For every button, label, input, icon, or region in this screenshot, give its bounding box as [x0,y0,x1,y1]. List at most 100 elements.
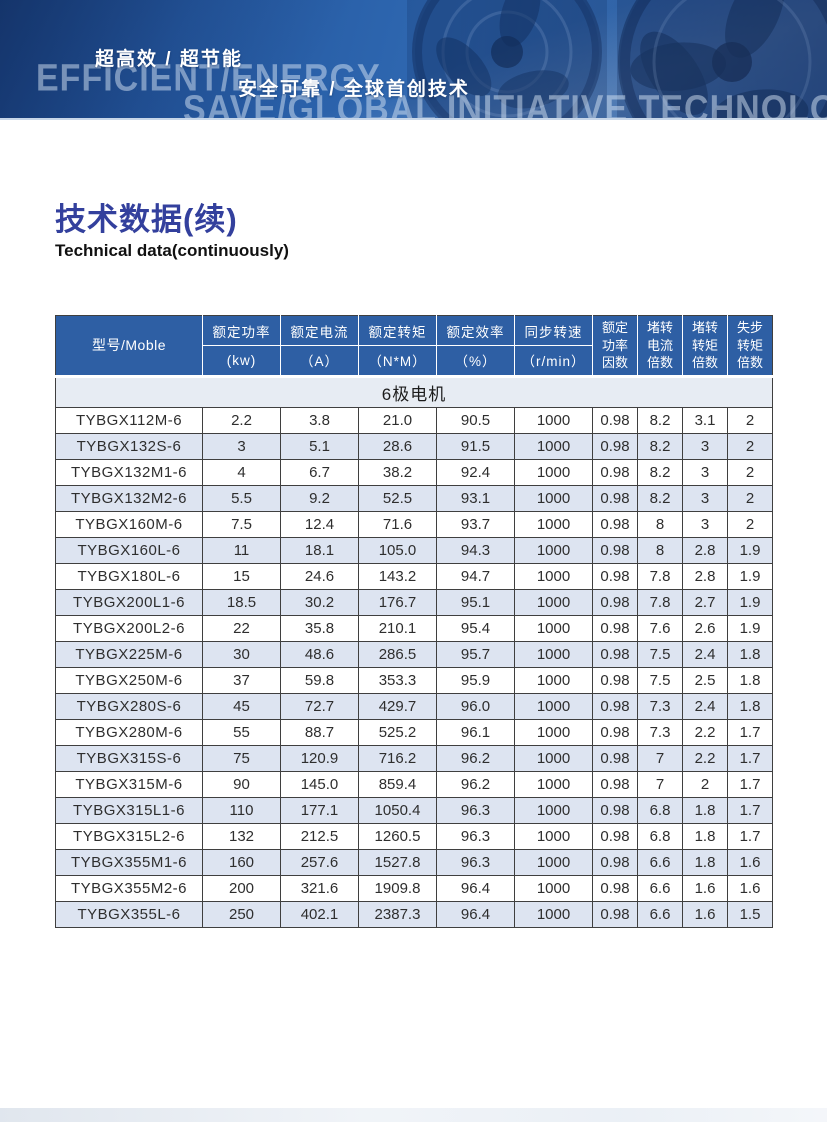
value-cell: 0.98 [592,588,638,616]
value-cell: 2.6 [682,614,728,642]
value-cell: 1.5 [727,900,773,928]
table-row: TYBGX160M-6 7.5 12.4 71.6 93.7 1000 0.98 8 3 2 [55,510,773,538]
value-cell: 1.7 [727,718,773,746]
value-cell: 1000 [514,458,593,486]
value-cell: 2.8 [682,562,728,590]
value-cell: 8.2 [637,432,683,460]
value-cell: 210.1 [358,614,437,642]
value-cell: 96.0 [436,692,515,720]
col-header-locked-current-ratio: 堵转 电流 倍数 [637,315,683,378]
value-cell: 176.7 [358,588,437,616]
value-cell: 0.98 [592,692,638,720]
value-cell: 1050.4 [358,796,437,824]
table-row: TYBGX280S-6 45 72.7 429.7 96.0 1000 0.98 7.3 2.4… [55,692,773,720]
model-cell: TYBGX225M-6 [55,640,203,668]
value-cell: 1000 [514,666,593,694]
value-cell: 15 [202,562,281,590]
value-cell: 7.5 [202,510,281,538]
value-cell: 2.4 [682,640,728,668]
value-cell: 402.1 [280,900,359,928]
value-cell: 160 [202,848,281,876]
value-cell: 1.7 [727,744,773,772]
value-cell: 7 [637,744,683,772]
value-cell: 55 [202,718,281,746]
table-row: TYBGX200L1-6 18.5 30.2 176.7 95.1 1000 0.98 7.8… [55,588,773,616]
value-cell: 93.1 [436,484,515,512]
value-cell: 1.9 [727,536,773,564]
value-cell: 2.4 [682,692,728,720]
model-cell: TYBGX200L2-6 [55,614,203,642]
value-cell: 1000 [514,432,593,460]
value-cell: 0.98 [592,822,638,850]
value-cell: 0.98 [592,640,638,668]
table-row: TYBGX355M1-6 160 257.6 1527.8 96.3 1000 0.98 6.… [55,848,773,876]
value-cell: 1000 [514,484,593,512]
col-header-rated-torque: 额定转矩 [358,314,437,347]
table-row: TYBGX315M-6 90 145.0 859.4 96.2 1000 0.98 7 2 1.7 [55,770,773,798]
table-row: TYBGX160L-6 11 18.1 105.0 94.3 1000 0.98 8 2.8 1.… [55,536,773,564]
value-cell: 1.9 [727,562,773,590]
model-cell: TYBGX200L1-6 [55,588,203,616]
value-cell: 1.9 [727,614,773,642]
model-cell: TYBGX315S-6 [55,744,203,772]
value-cell: 2 [682,770,728,798]
value-cell: 96.3 [436,796,515,824]
value-cell: 1.8 [682,796,728,824]
col-header-locked-torque-ratio: 堵转 转矩 倍数 [682,315,728,378]
model-cell: TYBGX132S-6 [55,432,203,460]
value-cell: 525.2 [358,718,437,746]
value-cell: 8 [637,536,683,564]
value-cell: 5.1 [280,432,359,460]
value-cell: 286.5 [358,640,437,668]
value-cell: 120.9 [280,744,359,772]
col-header-rated-current: 额定电流 [280,314,359,347]
value-cell: 3 [202,432,281,460]
value-cell: 132 [202,822,281,850]
unit-a: （A） [280,345,359,378]
value-cell: 2 [727,484,773,512]
value-cell: 90 [202,770,281,798]
table-row: TYBGX355M2-6 200 321.6 1909.8 96.4 1000 0.98 6.… [55,874,773,902]
value-cell: 1000 [514,562,593,590]
banner-slogan-cn-2: 安全可靠 / 全球首创技术 [238,79,470,100]
value-cell: 1000 [514,822,593,850]
value-cell: 1000 [514,640,593,668]
model-cell: TYBGX180L-6 [55,562,203,590]
value-cell: 96.3 [436,822,515,850]
value-cell: 96.2 [436,770,515,798]
value-cell: 3.8 [280,406,359,434]
value-cell: 0.98 [592,718,638,746]
footer-gradient-bar [0,1108,827,1122]
value-cell: 250 [202,900,281,928]
value-cell: 2.2 [682,718,728,746]
value-cell: 0.98 [592,458,638,486]
model-cell: TYBGX315L1-6 [55,796,203,824]
value-cell: 353.3 [358,666,437,694]
value-cell: 257.6 [280,848,359,876]
group-row-6-pole: 6极电机 [55,375,773,408]
value-cell: 9.2 [280,484,359,512]
value-cell: 1.8 [727,640,773,668]
value-cell: 2.8 [682,536,728,564]
value-cell: 28.6 [358,432,437,460]
value-cell: 321.6 [280,874,359,902]
value-cell: 2 [727,458,773,486]
value-cell: 30 [202,640,281,668]
col-header-rated-efficiency: 额定效率 [436,314,515,347]
value-cell: 7.3 [637,692,683,720]
model-cell: TYBGX280S-6 [55,692,203,720]
table-row: TYBGX180L-6 15 24.6 143.2 94.7 1000 0.98 7.8 2.8… [55,562,773,590]
value-cell: 0.98 [592,874,638,902]
page-title-cn: 技术数据(续) [55,202,238,237]
value-cell: 2.5 [682,666,728,694]
page-title-en: Technical data(continuously) [55,241,289,260]
value-cell: 8 [637,510,683,538]
value-cell: 95.9 [436,666,515,694]
model-cell: TYBGX355M1-6 [55,848,203,876]
value-cell: 6.6 [637,874,683,902]
value-cell: 1.6 [682,874,728,902]
value-cell: 7 [637,770,683,798]
value-cell: 1260.5 [358,822,437,850]
banner-watermark-line1: EFFICIENT/ENERGY [36,57,381,100]
value-cell: 145.0 [280,770,359,798]
